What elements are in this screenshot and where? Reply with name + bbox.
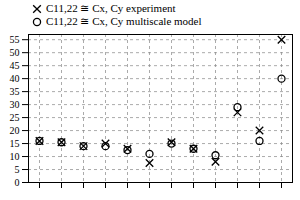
svg-text:20: 20 [10, 125, 20, 136]
svg-text:50: 50 [10, 47, 20, 58]
svg-text:15: 15 [10, 138, 20, 149]
svg-text:45: 45 [10, 60, 20, 71]
svg-text:5: 5 [15, 164, 20, 175]
html-text:C11,22 ≅ Cx, Cy experiment: C11,22 ≅ Cx, Cy experiment [46, 2, 176, 14]
html-text:C11,22 ≅ Cx, Cy multiscale mod: C11,22 ≅ Cx, Cy multiscale model [46, 15, 202, 27]
svg-text:40: 40 [10, 73, 20, 84]
svg-text:55: 55 [10, 34, 20, 45]
svg-text:25: 25 [10, 112, 20, 123]
svg-text:35: 35 [10, 86, 20, 97]
svg-text:30: 30 [10, 99, 20, 110]
svg-text:0: 0 [15, 177, 20, 188]
svg-text:10: 10 [10, 151, 20, 162]
